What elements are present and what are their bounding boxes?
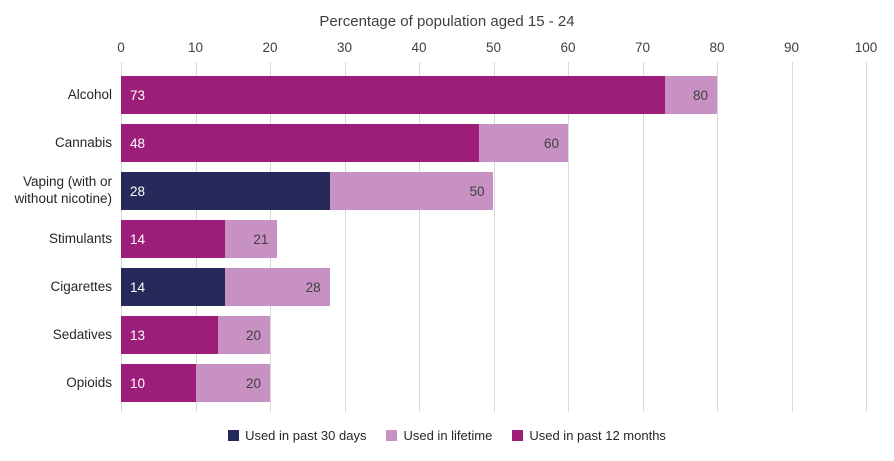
legend-label: Used in past 30 days (245, 428, 367, 443)
x-tick-label: 10 (187, 40, 204, 55)
x-tick-label: 80 (709, 40, 725, 55)
value-label-lifetime: 50 (469, 183, 485, 199)
value-label-lifetime: 28 (305, 279, 321, 295)
value-label-inner: 10 (130, 375, 146, 391)
category-label: Stimulants (48, 230, 112, 246)
bar-group: 73 80 (121, 76, 717, 114)
x-tick-label: 60 (560, 40, 576, 55)
gridline (791, 62, 793, 412)
gridline (642, 62, 644, 412)
gridline (419, 62, 420, 412)
bar-segment-past_30_days: 28 (121, 172, 330, 210)
x-tick-label: 40 (411, 40, 427, 55)
bar-row: Cannabis 48 60 (0, 119, 894, 167)
bar-row: Alcohol 73 80 (0, 71, 894, 119)
x-tick-label: 20 (262, 40, 278, 55)
bar-group: 48 60 (121, 124, 568, 162)
x-axis: 0 10 20 30 40 50 60 70 80 90 100 (0, 40, 894, 58)
bar-segment-lifetime: 20 (217, 316, 270, 354)
bar-segment-past_12_months: 10 (121, 364, 196, 402)
category-label: Cigarettes (50, 278, 112, 294)
legend-item: Used in past 12 months (512, 428, 666, 443)
x-tick-label: 100 (854, 40, 878, 55)
bar-segment-lifetime: 80 (664, 76, 717, 114)
legend: Used in past 30 days Used in lifetime Used… (0, 428, 894, 443)
bar-row: Stimulants 14 21 (0, 215, 894, 263)
bar-segment-lifetime: 60 (478, 124, 568, 162)
bar-segment-past_12_months: 48 (121, 124, 479, 162)
bar-group: 14 21 (121, 220, 278, 258)
bar-row: Sedatives 13 20 (0, 311, 894, 359)
bar-group: 14 28 (121, 268, 330, 306)
bar-row: Vaping (with or without nicotine) 28 50 (0, 167, 894, 215)
bar-segment-lifetime: 20 (195, 364, 270, 402)
bar-segment-lifetime: 21 (225, 220, 278, 258)
value-label-inner: 14 (130, 279, 146, 295)
value-label-lifetime: 20 (245, 327, 261, 343)
x-tick-label: 70 (634, 40, 651, 55)
gridline (344, 62, 346, 412)
category-label: Alcohol (67, 86, 112, 102)
bar-segment-lifetime: 28 (225, 268, 330, 306)
bar-group: 28 50 (121, 172, 494, 210)
value-label-inner: 13 (130, 327, 146, 343)
value-label-lifetime: 20 (245, 375, 261, 391)
legend-swatch (228, 430, 240, 441)
category-label: Opioids (66, 374, 112, 390)
gridline (493, 62, 495, 412)
category-label: Cannabis (54, 134, 112, 150)
bar-group: 10 20 (121, 364, 270, 402)
bar-row: Opioids 10 20 (0, 359, 894, 407)
bar-segment-past_12_months: 73 (121, 76, 665, 114)
legend-swatch (386, 430, 398, 441)
legend-item: Used in lifetime (386, 428, 492, 443)
bar-segment-past_30_days: 14 (121, 268, 226, 306)
value-label-lifetime: 21 (253, 231, 269, 247)
category-label: Sedatives (52, 326, 112, 342)
gridline (568, 62, 569, 412)
value-label-lifetime: 60 (543, 135, 559, 151)
legend-swatch (512, 430, 524, 441)
category-label: Vaping (with or without nicotine) (14, 174, 112, 206)
gridline (717, 62, 718, 412)
legend-item: Used in past 30 days (228, 428, 366, 443)
value-label-inner: 28 (130, 183, 146, 199)
bar-segment-past_12_months: 13 (121, 316, 218, 354)
legend-label: Used in lifetime (403, 428, 493, 443)
value-label-inner: 14 (130, 231, 146, 247)
chart-title: Percentage of population aged 15 - 24 (319, 13, 575, 30)
x-tick-label: 90 (783, 40, 800, 55)
bar-segment-past_12_months: 14 (121, 220, 226, 258)
x-tick-label: 30 (336, 40, 353, 55)
value-label-inner: 48 (130, 135, 146, 151)
value-label-lifetime: 80 (692, 87, 708, 103)
legend-label: Used in past 12 months (529, 428, 666, 443)
x-tick-label: 50 (485, 40, 502, 55)
bar-segment-lifetime: 50 (329, 172, 494, 210)
x-tick-label: 0 (117, 40, 125, 55)
gridline (866, 62, 867, 412)
bar-group: 13 20 (121, 316, 270, 354)
value-label-inner: 73 (130, 87, 146, 103)
bar-rows: Alcohol 73 80 Cannabis 48 60 Vaping (with or w… (0, 71, 894, 407)
bar-row: Cigarettes 14 28 (0, 263, 894, 311)
